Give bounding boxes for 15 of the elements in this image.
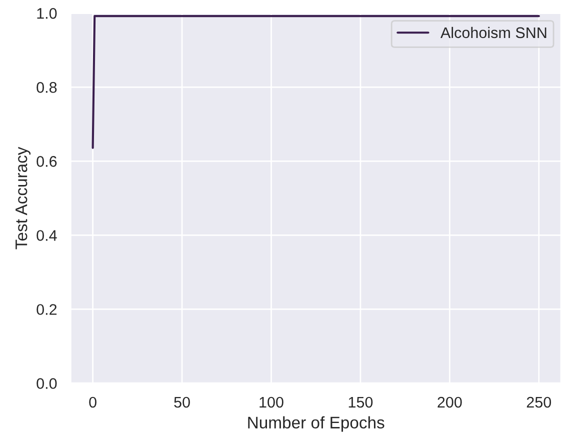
x-tick-label: 150	[348, 396, 373, 408]
x-tick-label: 250	[526, 396, 552, 408]
x-tick-label: 50	[174, 396, 190, 408]
x-tick-label: 0	[89, 396, 96, 408]
y-tick-label: 0.8	[36, 82, 57, 93]
y-axis-title: Test Accuracy	[16, 146, 31, 250]
x-tick-label: 200	[438, 396, 462, 408]
x-axis-title: Number of Epochs	[248, 416, 384, 432]
y-tick-label: 0.2	[36, 304, 57, 315]
y-tick-label: 0.4	[36, 230, 57, 241]
legend-label: Alcohoism SNN	[440, 26, 546, 38]
y-tick-label: 0.6	[36, 156, 57, 167]
y-tick-label: 1.0	[37, 8, 57, 19]
y-tick-label: 0.0	[36, 378, 57, 389]
x-tick-label: 100	[260, 396, 284, 408]
